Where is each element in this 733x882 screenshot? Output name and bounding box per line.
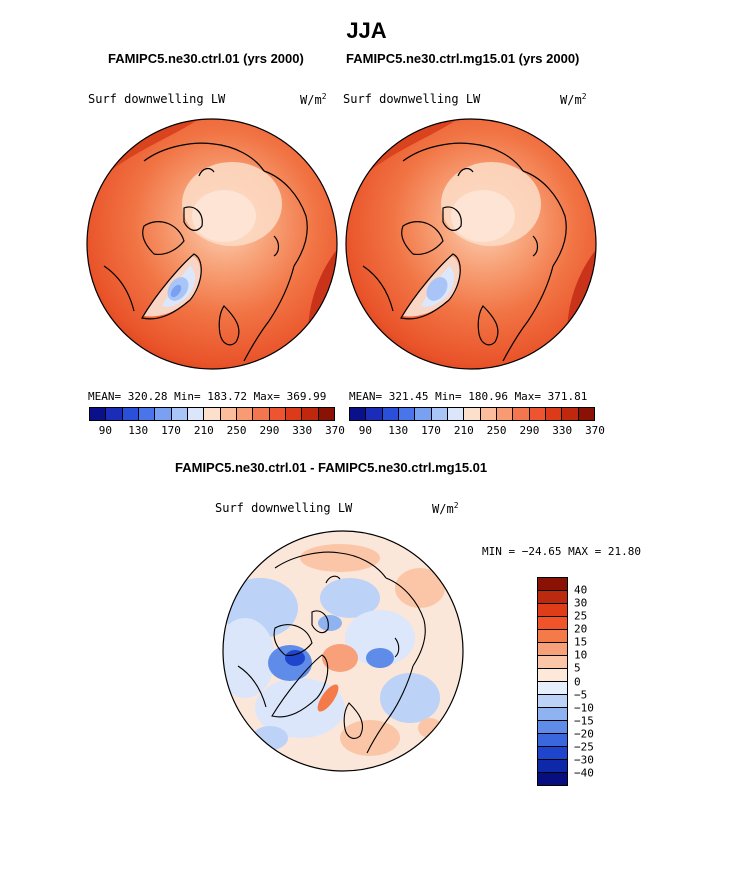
colorbar-tick-label: 290 bbox=[519, 424, 540, 437]
colorbar-swatch bbox=[155, 408, 172, 420]
difference-colorbar-ticks: 40 30 25 20 15 10 5 0 −5 −10 −15 −20 −25 −30 −40 bbox=[574, 577, 614, 785]
colorbar-swatch bbox=[269, 408, 286, 420]
colorbar-swatch bbox=[302, 408, 319, 420]
colorbar-swatch bbox=[538, 747, 567, 760]
colorbar-tick-label: 330 bbox=[552, 424, 573, 437]
colorbar-swatch bbox=[538, 630, 567, 643]
colorbar-tick-label: 210 bbox=[193, 424, 214, 437]
colorbar-tick-label: 90 bbox=[358, 424, 373, 437]
left-colorbar-ticks: 90 130 170 210 250 290 330 370 bbox=[89, 424, 345, 438]
colorbar-swatch bbox=[538, 708, 567, 721]
colorbar-swatch bbox=[480, 408, 497, 420]
colorbar-swatch bbox=[529, 408, 546, 420]
colorbar-swatch bbox=[538, 695, 567, 708]
colorbar-tick-label: 170 bbox=[161, 424, 181, 437]
colorbar-swatch bbox=[415, 408, 432, 420]
colorbar-swatch bbox=[106, 408, 123, 420]
colorbar-tick-label: −25 bbox=[574, 740, 594, 754]
colorbar-tick-label: −15 bbox=[574, 714, 594, 728]
colorbar-tick-label: 170 bbox=[421, 424, 441, 437]
right-case-title: FAMIPC5.ne30.ctrl.mg15.01 (yrs 2000) bbox=[346, 51, 580, 66]
colorbar-swatch bbox=[253, 408, 270, 420]
right-colorbar bbox=[349, 407, 595, 421]
colorbar-tick-label: −40 bbox=[574, 766, 594, 780]
difference-colorbar bbox=[537, 577, 568, 786]
colorbar-tick-label: 130 bbox=[128, 424, 149, 437]
colorbar-tick-label: 290 bbox=[259, 424, 280, 437]
colorbar-swatch bbox=[545, 408, 563, 420]
left-colorbar bbox=[89, 407, 335, 421]
colorbar-swatch bbox=[171, 408, 188, 420]
colorbar-swatch bbox=[578, 408, 594, 420]
colorbar-swatch bbox=[138, 408, 156, 420]
colorbar-tick-label: 250 bbox=[486, 424, 507, 437]
colorbar-swatch bbox=[538, 669, 567, 682]
left-case-title: FAMIPC5.ne30.ctrl.01 (yrs 2000) bbox=[108, 51, 304, 66]
colorbar-tick-label: 25 bbox=[574, 609, 588, 623]
colorbar-tick-label: 210 bbox=[453, 424, 474, 437]
colorbar-tick-label: 370 bbox=[325, 424, 345, 437]
right-variable-label: Surf downwelling LW bbox=[343, 92, 481, 106]
colorbar-tick-label: −10 bbox=[574, 701, 594, 715]
colorbar-swatch bbox=[431, 408, 448, 420]
colorbar-tick-label: 370 bbox=[585, 424, 605, 437]
colorbar-swatch bbox=[447, 408, 465, 420]
diff-minmax: MIN = −24.65 MAX = 21.80 bbox=[482, 545, 641, 558]
colorbar-tick-label: 0 bbox=[574, 675, 581, 688]
colorbar-tick-label: 330 bbox=[292, 424, 313, 437]
colorbar-swatch bbox=[398, 408, 416, 420]
colorbar-swatch bbox=[187, 408, 205, 420]
colorbar-swatch bbox=[538, 773, 567, 785]
colorbar-tick-label: 20 bbox=[574, 622, 588, 636]
left-polar-map bbox=[86, 118, 338, 370]
colorbar-tick-label: 15 bbox=[574, 635, 588, 649]
colorbar-swatch bbox=[538, 617, 567, 630]
right-units-label: W/m2 bbox=[560, 92, 587, 107]
colorbar-swatch bbox=[350, 408, 367, 420]
colorbar-tick-label: 250 bbox=[226, 424, 247, 437]
colorbar-tick-label: 90 bbox=[98, 424, 113, 437]
colorbar-tick-label: 130 bbox=[388, 424, 409, 437]
colorbar-tick-label: 40 bbox=[574, 583, 588, 597]
colorbar-swatch bbox=[538, 656, 567, 669]
right-stats: MEAN= 321.45 Min= 180.96 Max= 371.81 bbox=[349, 390, 588, 403]
difference-title: FAMIPC5.ne30.ctrl.01 - FAMIPC5.ne30.ctrl… bbox=[175, 460, 488, 475]
colorbar-swatch bbox=[538, 760, 567, 773]
colorbar-swatch bbox=[236, 408, 254, 420]
figure-title: JJA bbox=[346, 18, 387, 43]
colorbar-swatch bbox=[382, 408, 399, 420]
colorbar-swatch bbox=[538, 604, 567, 617]
colorbar-swatch bbox=[538, 591, 567, 604]
colorbar-swatch bbox=[122, 408, 139, 420]
left-stats: MEAN= 320.28 Min= 183.72 Max= 369.99 bbox=[88, 390, 327, 403]
right-polar-map bbox=[345, 118, 597, 370]
colorbar-swatch bbox=[538, 734, 567, 747]
diff-variable-label: Surf downwelling LW bbox=[215, 501, 353, 515]
colorbar-swatch bbox=[90, 408, 107, 420]
difference-polar-map bbox=[222, 530, 464, 772]
left-variable-label: Surf downwelling LW bbox=[88, 92, 226, 106]
colorbar-swatch bbox=[538, 721, 567, 734]
diff-units-label: W/m2 bbox=[432, 501, 459, 516]
colorbar-swatch bbox=[538, 682, 567, 695]
right-colorbar-ticks: 90 130 170 210 250 290 330 370 bbox=[349, 424, 605, 438]
colorbar-swatch bbox=[220, 408, 237, 420]
colorbar-swatch bbox=[513, 408, 530, 420]
colorbar-tick-label: 5 bbox=[574, 661, 581, 675]
left-units-label: W/m2 bbox=[300, 92, 327, 107]
colorbar-swatch bbox=[366, 408, 383, 420]
colorbar-swatch bbox=[318, 408, 334, 420]
colorbar-swatch bbox=[464, 408, 481, 420]
colorbar-swatch bbox=[538, 643, 567, 656]
colorbar-swatch bbox=[496, 408, 514, 420]
colorbar-tick-label: −30 bbox=[574, 753, 594, 767]
colorbar-swatch bbox=[538, 578, 567, 591]
colorbar-tick-label: 10 bbox=[574, 648, 588, 662]
colorbar-swatch bbox=[562, 408, 579, 420]
colorbar-tick-label: −5 bbox=[574, 688, 588, 702]
colorbar-tick-label: −20 bbox=[574, 727, 594, 741]
colorbar-swatch bbox=[285, 408, 303, 420]
colorbar-tick-label: 30 bbox=[574, 596, 588, 610]
colorbar-swatch bbox=[204, 408, 221, 420]
